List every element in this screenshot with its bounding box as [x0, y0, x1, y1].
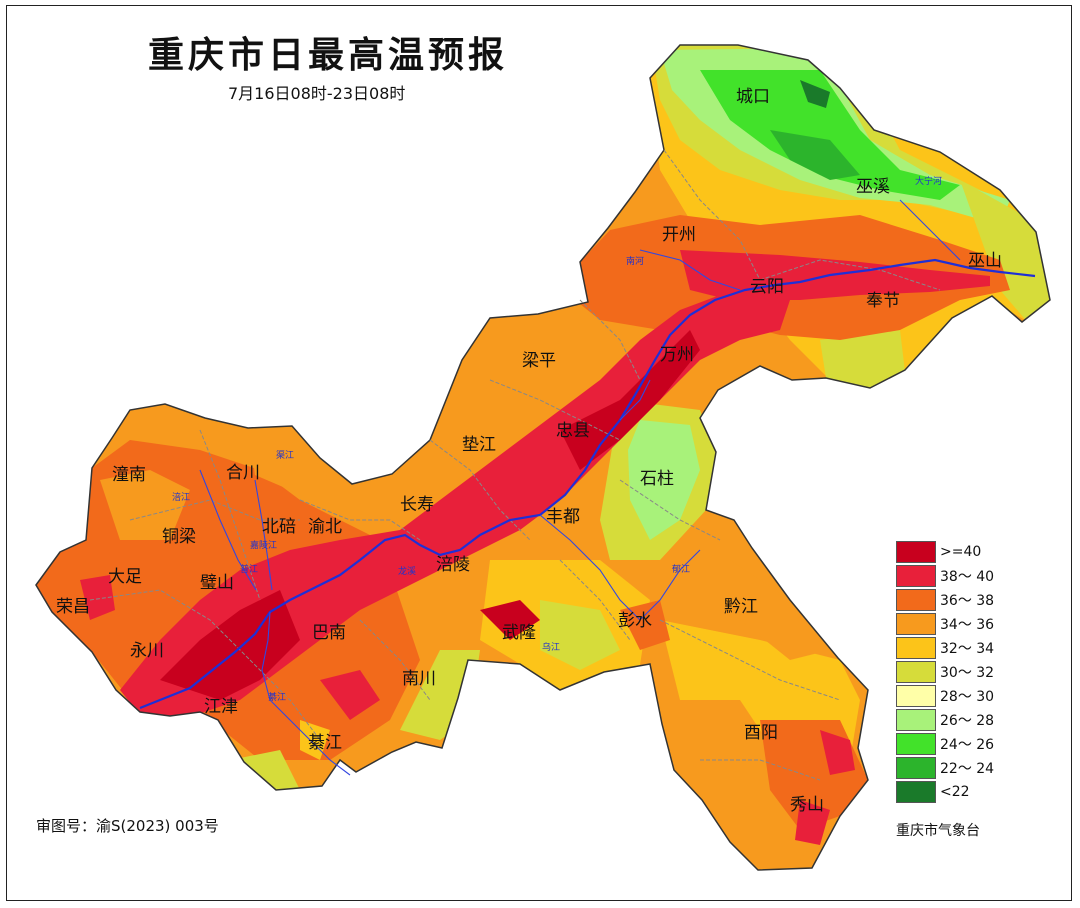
- label-banan: 巴南: [312, 623, 346, 643]
- legend-label: 36～ 38: [940, 593, 995, 609]
- river-label-nanhe: 南河: [626, 255, 644, 267]
- legend-label: 30～ 32: [940, 665, 995, 681]
- legend-row: 30～ 32: [896, 660, 994, 684]
- legend-row: 34～ 36: [896, 612, 994, 636]
- label-shizhu: 石柱: [640, 469, 674, 489]
- river-label-jialing: 嘉陵江: [250, 539, 277, 551]
- legend-row: 26～ 28: [896, 708, 994, 732]
- legend-swatch: [896, 685, 936, 707]
- label-wuxi: 巫溪: [856, 177, 890, 197]
- legend-row: 36～ 38: [896, 588, 994, 612]
- legend-row: 28～ 30: [896, 684, 994, 708]
- legend-label: 24～ 26: [940, 737, 995, 753]
- label-hechuan: 合川: [226, 463, 260, 483]
- label-changshou: 长寿: [400, 495, 434, 515]
- label-kaizhou: 开州: [662, 225, 696, 245]
- label-pengshui: 彭水: [618, 611, 652, 631]
- issuing-agency: 重庆市气象台: [896, 823, 980, 839]
- legend-label: 38～ 40: [940, 569, 995, 585]
- label-tongliang: 铜梁: [162, 527, 196, 547]
- legend-swatch: [896, 757, 936, 779]
- label-wanzhou: 万州: [660, 345, 694, 365]
- label-yubei: 渝北: [308, 517, 342, 537]
- map-title: 重庆市日最高温预报: [148, 34, 509, 76]
- legend-row: 22～ 24: [896, 756, 994, 780]
- legend-swatch: [896, 613, 936, 635]
- label-jiangjin: 江津: [204, 697, 238, 717]
- legend-swatch: [896, 709, 936, 731]
- label-beibei: 北碚: [262, 517, 296, 537]
- label-bishan: 璧山: [200, 573, 234, 593]
- legend-swatch: [896, 589, 936, 611]
- map-review-number: 审图号：渝S(2023) 003号: [36, 817, 219, 835]
- legend-swatch: [896, 781, 936, 803]
- legend-swatch: [896, 565, 936, 587]
- river-label-fujiang: 涪江: [172, 491, 190, 503]
- label-wushan: 巫山: [968, 251, 1002, 271]
- label-liangping: 梁平: [522, 351, 556, 371]
- river-label-qujiang: 渠江: [276, 449, 294, 461]
- label-rongchang: 荣昌: [56, 597, 90, 617]
- legend-row: <22: [896, 780, 994, 804]
- legend-row: 24～ 26: [896, 732, 994, 756]
- label-fengdu: 丰都: [546, 507, 580, 527]
- legend-swatch: [896, 637, 936, 659]
- label-fuling: 涪陵: [436, 555, 470, 575]
- legend-swatch: [896, 661, 936, 683]
- legend-row: >=40: [896, 540, 994, 564]
- label-qijiang: 綦江: [308, 733, 342, 753]
- label-xiushan: 秀山: [790, 795, 824, 815]
- river-label-yujiang: 郁江: [672, 563, 690, 575]
- legend-label: 26～ 28: [940, 713, 995, 729]
- label-youyang: 酉阳: [744, 723, 778, 743]
- legend-row: 38～ 40: [896, 564, 994, 588]
- label-nanchuan: 南川: [402, 669, 436, 689]
- map-subtitle: 7月16日08时-23日08时: [228, 84, 406, 103]
- label-chengkou: 城口: [736, 87, 770, 107]
- river-label-wujiang: 乌江: [542, 641, 560, 653]
- label-yongchuan: 永川: [130, 641, 164, 661]
- legend-row: 32～ 34: [896, 636, 994, 660]
- label-tongnan: 潼南: [112, 465, 146, 485]
- temperature-legend: >=40 38～ 40 36～ 38 34～ 36 32～ 34 30～ 32 28～ 30…: [896, 540, 994, 804]
- river-label-daning: 大宁河: [915, 175, 942, 187]
- legend-label: >=40: [940, 544, 982, 560]
- label-qianjiang: 黔江: [724, 597, 758, 617]
- label-zhongxian: 忠县: [556, 421, 590, 441]
- legend-swatch: [896, 541, 936, 563]
- legend-label: 34～ 36: [940, 617, 995, 633]
- label-wulong: 武隆: [502, 623, 536, 643]
- river-label-longxi: 龙溪: [398, 565, 416, 577]
- label-dazu: 大足: [108, 567, 142, 587]
- label-dianjiang: 垫江: [462, 435, 496, 455]
- legend-label: 22～ 24: [940, 761, 995, 777]
- legend-label: <22: [940, 784, 970, 800]
- river-label-qijiang: 綦江: [268, 691, 286, 703]
- legend-label: 32～ 34: [940, 641, 995, 657]
- legend-swatch: [896, 733, 936, 755]
- legend-label: 28～ 30: [940, 689, 995, 705]
- river-label-pujiang: 普江: [240, 563, 258, 575]
- label-fengjie: 奉节: [866, 291, 900, 311]
- label-yunyang: 云阳: [750, 277, 784, 297]
